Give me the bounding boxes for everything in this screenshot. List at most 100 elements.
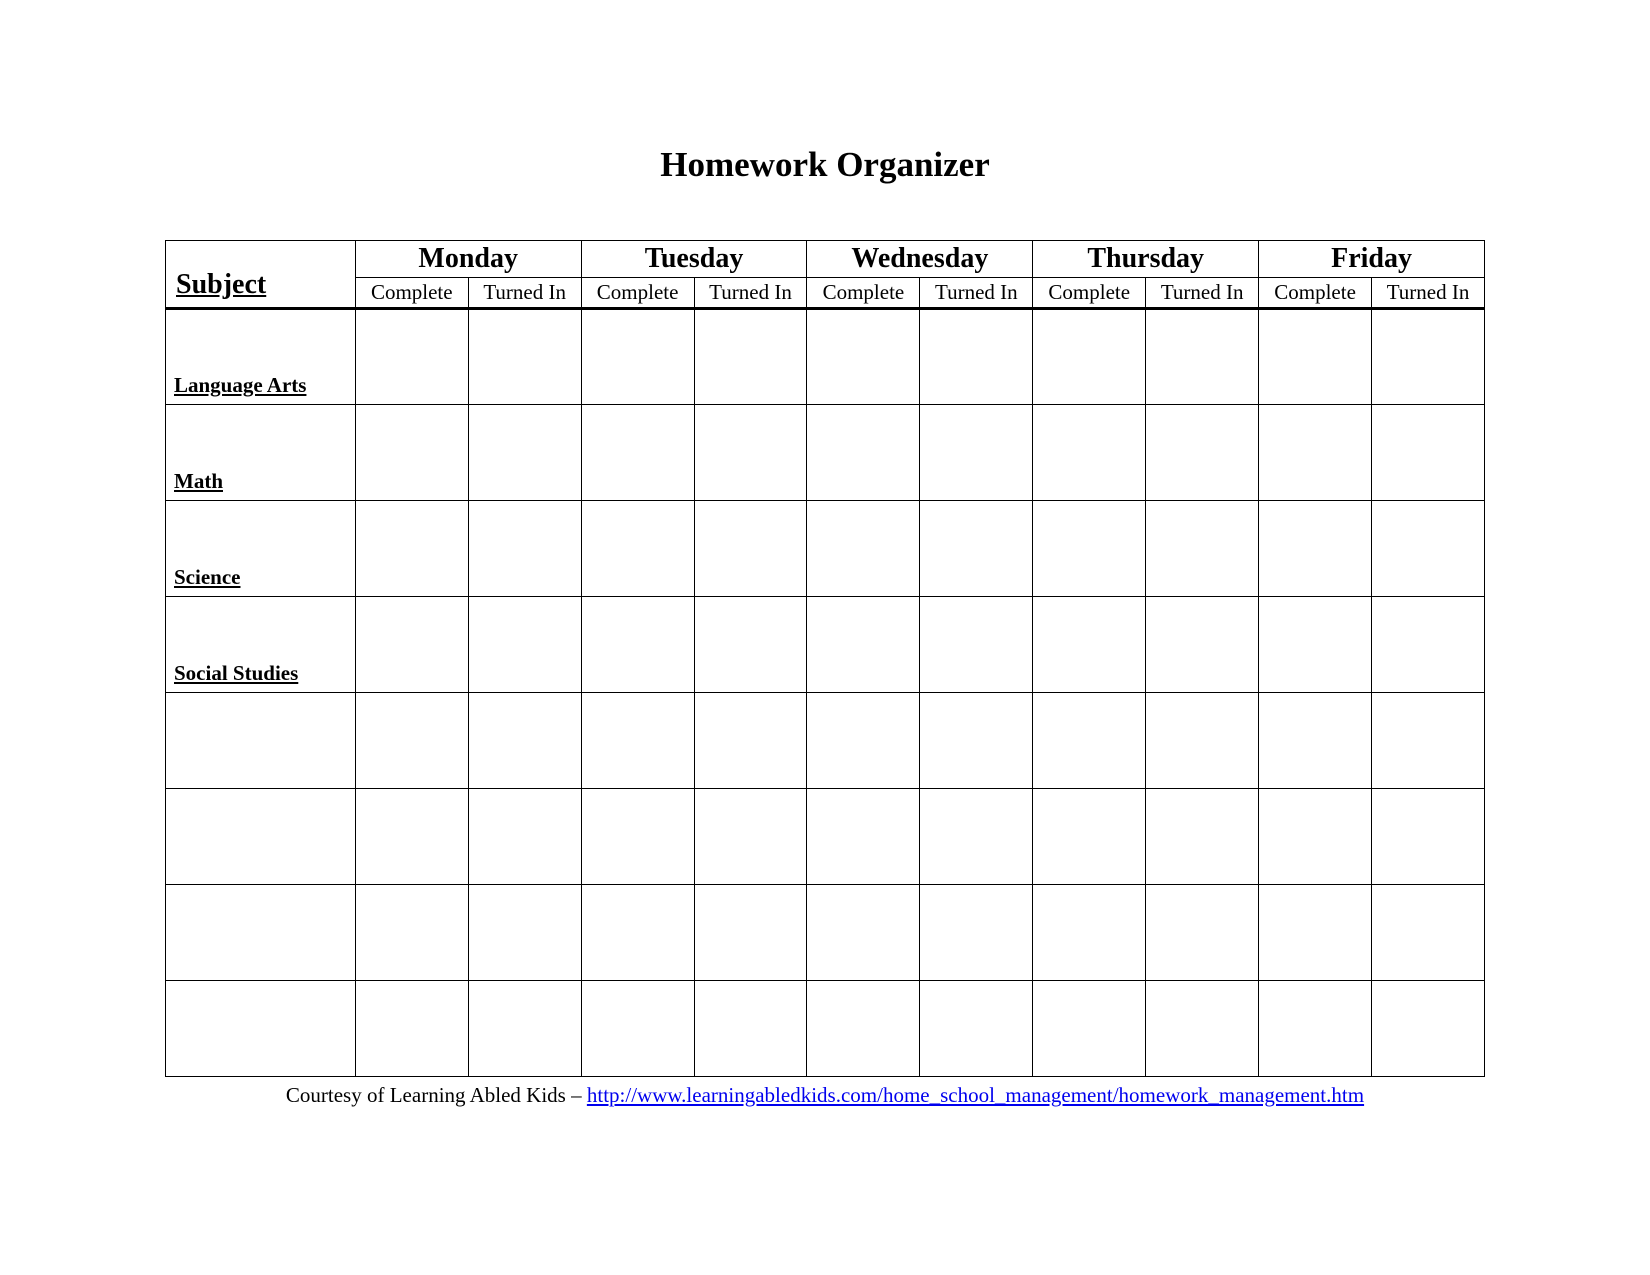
- data-cell: [920, 597, 1033, 693]
- data-cell: [807, 981, 920, 1077]
- data-cell: [694, 693, 807, 789]
- subject-label: Math: [166, 405, 356, 501]
- data-cell: [581, 405, 694, 501]
- data-cell: [355, 309, 468, 405]
- data-cell: [1146, 405, 1259, 501]
- table-row: [166, 693, 1485, 789]
- data-cell: [920, 693, 1033, 789]
- data-cell: [694, 789, 807, 885]
- data-cell: [355, 501, 468, 597]
- subject-label: [166, 789, 356, 885]
- sub-header-turned-in: Turned In: [1146, 278, 1259, 309]
- sub-header-complete: Complete: [1259, 278, 1372, 309]
- data-cell: [1033, 597, 1146, 693]
- table-row: [166, 885, 1485, 981]
- data-cell: [355, 693, 468, 789]
- data-cell: [694, 309, 807, 405]
- data-cell: [468, 309, 581, 405]
- data-cell: [581, 981, 694, 1077]
- data-cell: [1372, 309, 1485, 405]
- subject-label: Science: [166, 501, 356, 597]
- data-cell: [355, 597, 468, 693]
- table-row: Math: [166, 405, 1485, 501]
- data-cell: [694, 981, 807, 1077]
- data-cell: [581, 309, 694, 405]
- data-cell: [1372, 885, 1485, 981]
- data-cell: [1033, 309, 1146, 405]
- data-cell: [1033, 501, 1146, 597]
- sub-header-complete: Complete: [807, 278, 920, 309]
- data-cell: [1146, 693, 1259, 789]
- data-cell: [355, 405, 468, 501]
- data-cell: [581, 789, 694, 885]
- data-cell: [468, 789, 581, 885]
- header-row-subcolumns: Complete Turned In Complete Turned In Co…: [166, 278, 1485, 309]
- data-cell: [807, 405, 920, 501]
- data-cell: [1372, 981, 1485, 1077]
- data-cell: [1033, 981, 1146, 1077]
- data-cell: [1259, 693, 1372, 789]
- data-cell: [1372, 405, 1485, 501]
- data-cell: [355, 885, 468, 981]
- data-cell: [468, 501, 581, 597]
- data-cell: [807, 597, 920, 693]
- data-cell: [920, 405, 1033, 501]
- data-cell: [468, 981, 581, 1077]
- day-header-thursday: Thursday: [1033, 241, 1259, 278]
- data-cell: [1033, 693, 1146, 789]
- header-row-days: Subject Monday Tuesday Wednesday Thursda…: [166, 241, 1485, 278]
- subject-label: Social Studies: [166, 597, 356, 693]
- day-header-wednesday: Wednesday: [807, 241, 1033, 278]
- data-cell: [920, 309, 1033, 405]
- table-row: [166, 981, 1485, 1077]
- data-cell: [807, 693, 920, 789]
- footer-prefix: Courtesy of Learning Abled Kids –: [286, 1083, 587, 1107]
- sub-header-turned-in: Turned In: [1372, 278, 1485, 309]
- page-title: Homework Organizer: [0, 145, 1650, 185]
- footer-credit: Courtesy of Learning Abled Kids – http:/…: [0, 1083, 1650, 1108]
- data-cell: [920, 885, 1033, 981]
- subject-label: [166, 981, 356, 1077]
- subject-label: [166, 693, 356, 789]
- data-cell: [355, 789, 468, 885]
- data-cell: [1146, 981, 1259, 1077]
- day-header-friday: Friday: [1259, 241, 1485, 278]
- data-cell: [1259, 981, 1372, 1077]
- data-cell: [1372, 501, 1485, 597]
- data-cell: [1033, 885, 1146, 981]
- subject-column-header: Subject: [166, 241, 356, 309]
- footer-link[interactable]: http://www.learningabledkids.com/home_sc…: [587, 1083, 1364, 1107]
- table-row: Social Studies: [166, 597, 1485, 693]
- data-cell: [694, 405, 807, 501]
- data-cell: [920, 501, 1033, 597]
- data-cell: [1259, 789, 1372, 885]
- data-cell: [468, 693, 581, 789]
- table-header: Subject Monday Tuesday Wednesday Thursda…: [166, 241, 1485, 309]
- data-cell: [807, 885, 920, 981]
- data-cell: [468, 597, 581, 693]
- data-cell: [1259, 501, 1372, 597]
- data-cell: [1259, 885, 1372, 981]
- sub-header-turned-in: Turned In: [920, 278, 1033, 309]
- data-cell: [807, 501, 920, 597]
- data-cell: [581, 501, 694, 597]
- data-cell: [694, 885, 807, 981]
- table-row: [166, 789, 1485, 885]
- data-cell: [1259, 405, 1372, 501]
- day-header-tuesday: Tuesday: [581, 241, 807, 278]
- sub-header-turned-in: Turned In: [694, 278, 807, 309]
- data-cell: [581, 597, 694, 693]
- data-cell: [1372, 789, 1485, 885]
- data-cell: [1146, 597, 1259, 693]
- sub-header-complete: Complete: [1033, 278, 1146, 309]
- day-header-monday: Monday: [355, 241, 581, 278]
- data-cell: [1146, 885, 1259, 981]
- data-cell: [1146, 789, 1259, 885]
- subject-label: [166, 885, 356, 981]
- page-container: Homework Organizer Subject Monday Tuesda…: [0, 0, 1650, 1108]
- data-cell: [581, 885, 694, 981]
- data-cell: [1259, 597, 1372, 693]
- data-cell: [1033, 405, 1146, 501]
- data-cell: [1146, 309, 1259, 405]
- data-cell: [694, 501, 807, 597]
